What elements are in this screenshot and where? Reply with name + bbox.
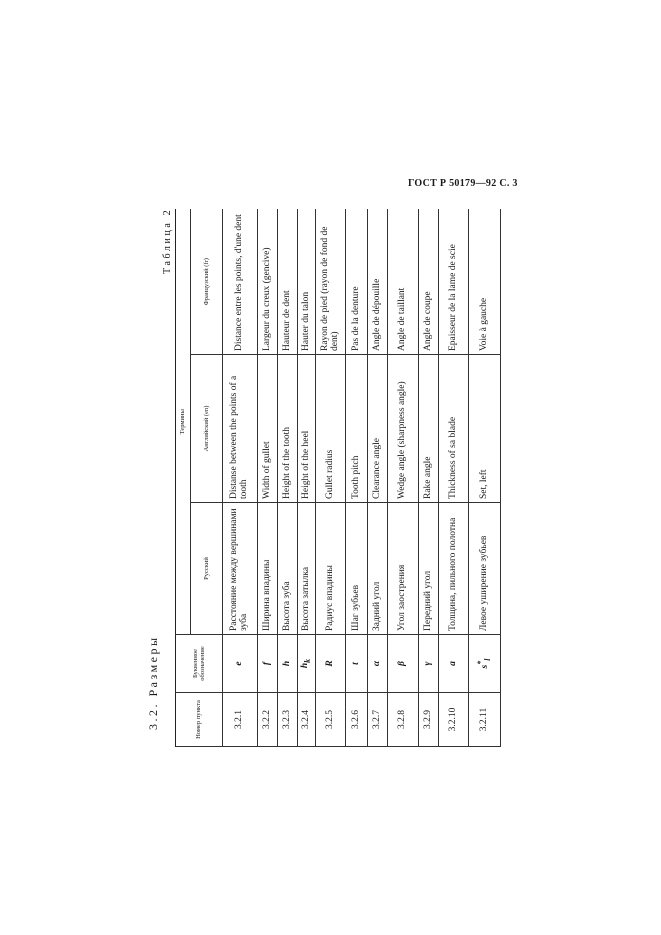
row-french: Rayon de pied (rayon de fond de dent) [315, 209, 346, 355]
row-french: Hauteur de dent [277, 209, 298, 355]
row-russian: Толщина, пильного полотна [438, 502, 469, 635]
row-english: Height of the tooth [277, 354, 298, 503]
row-number: 3.2.1 [222, 692, 258, 747]
row-symbol: hk [297, 634, 316, 693]
table-row: 3.2.6 t Шаг зубьев Tooth pitch Pas de la den… [345, 209, 368, 747]
row-symbol: γ [418, 634, 439, 693]
row-french: Voie à gauche [468, 209, 501, 355]
row-english: Gullet radius [315, 354, 346, 503]
row-symbol: h [277, 634, 298, 693]
symbol-subscript: l [482, 658, 492, 661]
row-french: Angle de taillant [387, 209, 419, 355]
row-russian: Передний угол [418, 502, 439, 635]
symbol-letter: e [234, 661, 245, 666]
header-english: Английский (en) [190, 354, 223, 503]
row-english: Rake angle [418, 354, 439, 503]
symbol-letter: h [281, 660, 292, 667]
row-english: Thickness of sa blade [438, 354, 469, 503]
row-symbol: f [257, 634, 278, 693]
table-row: 3.2.5 R Радиус впадины Gullet radius Rayon d… [315, 209, 346, 747]
row-french: Hauter du talon [297, 209, 316, 355]
header-terms: Термины [175, 209, 191, 635]
symbol-letter: a [447, 661, 458, 666]
row-french: Angle de coupe [418, 209, 439, 355]
row-number: 3.2.4 [297, 692, 316, 747]
symbol-letter: γ [422, 661, 433, 666]
table-row: 3.2.10 a Толщина, пильного полотна Thicknes… [438, 209, 469, 747]
symbol-subscript: k [302, 658, 312, 663]
table-row: 3.2.11 s*l Левое уширение зубьев Set, left V… [468, 209, 501, 747]
table-row: 3.2.8 β Угол заострения Wedge angle (sharpn… [387, 209, 419, 747]
row-english: Clearance angle [367, 354, 388, 503]
header-number: Номер пункта [175, 692, 223, 747]
terms-table: Номер пункта Буквенное обозначение Терми… [175, 209, 501, 747]
symbol-letter: f [261, 661, 272, 666]
row-symbol: α [367, 634, 388, 693]
symbol-letter: β [397, 661, 408, 666]
table-row: 3.2.1 e Расстояние между вершинами зуба Dis… [222, 209, 258, 747]
row-french: Pas de la denture [345, 209, 368, 355]
table-row: 3.2.2 f Ширина впадины Width of gullet Large… [257, 209, 278, 747]
symbol-letter: R [324, 660, 335, 667]
row-english: Height of the heel [297, 354, 316, 503]
row-french: Distance entre les points, d'une dent [222, 209, 258, 355]
row-symbol: t [345, 634, 368, 693]
page-header: ГОСТ Р 50179—92 С. 3 [408, 178, 518, 189]
symbol-superscript: * [475, 660, 485, 665]
row-number: 3.2.7 [367, 692, 388, 747]
row-english: Set, left [468, 354, 501, 503]
table-row: 3.2.4 hk Высота затылка Height of the heel H… [297, 209, 316, 747]
row-french: Largeur du creux (gencive) [257, 209, 278, 355]
section-title: 3.2. Размеры [146, 635, 160, 730]
row-symbol: a [438, 634, 469, 693]
row-russian: Радиус впадины [315, 502, 346, 635]
row-number: 3.2.2 [257, 692, 278, 747]
row-english: Distanse between the points of a tooth [222, 354, 258, 503]
row-symbol: β [387, 634, 419, 693]
row-russian: Левое уширение зубьев [468, 502, 501, 635]
row-number: 3.2.5 [315, 692, 346, 747]
row-number: 3.2.6 [345, 692, 368, 747]
symbol-letter: t [350, 662, 361, 665]
row-symbol: R [315, 634, 346, 693]
row-russian: Шаг зубьев [345, 502, 368, 635]
symbol-letter: h [299, 662, 310, 669]
row-english: Wedge angle (sharpness angle) [387, 354, 419, 503]
row-russian: Ширина впадины [257, 502, 278, 635]
row-english: Width of gullet [257, 354, 278, 503]
header-russian: Русский [190, 502, 223, 635]
row-number: 3.2.10 [438, 692, 469, 747]
header-french: Французский (fr) [190, 209, 223, 355]
rotated-table-page: 3.2. Размеры Таблица 2 Номер пункта Букв… [140, 200, 501, 760]
row-number: 3.2.9 [418, 692, 439, 747]
header-symbol: Буквенное обозначение [175, 634, 223, 693]
table-row: 3.2.9 γ Передний угол Rake angle Angle de co… [418, 209, 439, 747]
row-russian: Высота затылка [297, 502, 316, 635]
row-french: Epaisseur de la lame de scie [438, 209, 469, 355]
row-english: Tooth pitch [345, 354, 368, 503]
table-label: Таблица 2 [162, 207, 173, 274]
row-symbol: e [222, 634, 258, 693]
row-symbol: s*l [468, 634, 501, 693]
symbol-letter: α [371, 660, 382, 667]
row-number: 3.2.11 [468, 692, 501, 747]
row-french: Angle de dépouille [367, 209, 388, 355]
row-number: 3.2.3 [277, 692, 298, 747]
table-row: 3.2.3 h Высота зуба Height of the tooth Haut… [277, 209, 298, 747]
symbol-letter: s [479, 664, 490, 669]
table-body: 3.2.1 e Расстояние между вершинами зуба Dis… [222, 209, 501, 747]
row-russian: Угол заострения [387, 502, 419, 635]
table-row: 3.2.7 α Задний угол Clearance angle Angle de… [367, 209, 388, 747]
row-russian: Задний угол [367, 502, 388, 635]
row-russian: Расстояние между вершинами зуба [222, 502, 258, 635]
row-number: 3.2.8 [387, 692, 419, 747]
row-russian: Высота зуба [277, 502, 298, 635]
